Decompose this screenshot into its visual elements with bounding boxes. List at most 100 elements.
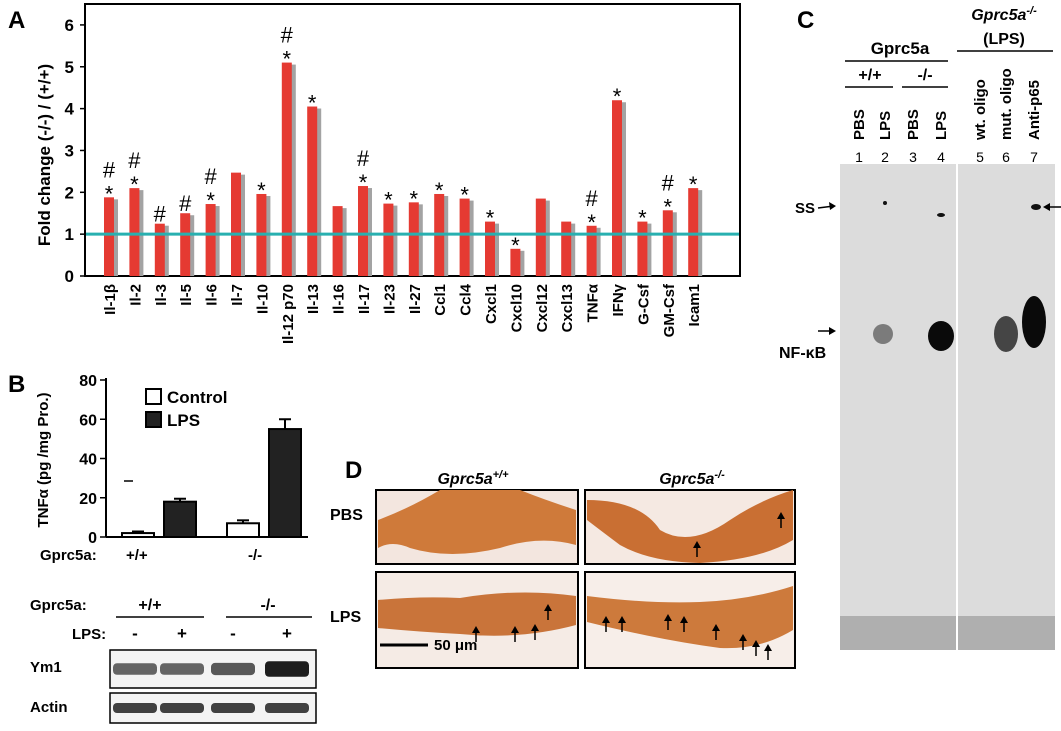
y-tick-label: 0 xyxy=(65,267,74,286)
significance-star: * xyxy=(613,84,622,109)
x-tick-label: Il-7 xyxy=(229,284,246,306)
epithelium-ko-lps xyxy=(587,586,793,649)
lane-label: LPS xyxy=(933,111,950,140)
bar xyxy=(612,100,622,276)
significance-hash: # xyxy=(103,157,116,182)
scale-bar-label: 50 μm xyxy=(434,637,477,654)
x-tick-label: Il-1β xyxy=(102,284,119,315)
panel-b-y-label: TNFα (pg /mg Pro.) xyxy=(35,392,52,527)
bar xyxy=(535,198,546,276)
panel-d: D Gprc5a+/+ Gprc5a-/- PBS LPS 50 μm xyxy=(330,457,796,669)
b-y-tick-label: 60 xyxy=(79,412,97,429)
significance-star: * xyxy=(206,188,215,213)
arrow-up-icon xyxy=(511,626,519,633)
y-tick-label: 2 xyxy=(65,183,74,202)
lane-number: 3 xyxy=(909,149,917,165)
x-tick-label: TNFα xyxy=(585,283,602,322)
x-tick-label: GM-Csf xyxy=(661,283,678,337)
arrow-up-icon xyxy=(544,604,552,611)
lane-label: PBS xyxy=(851,109,868,140)
significance-star: * xyxy=(105,181,114,206)
label-ss: SS xyxy=(795,200,815,217)
bar xyxy=(459,198,470,276)
panel-d-col-ko: Gprc5a-/- xyxy=(659,469,725,488)
x-tick-label: G-Csf xyxy=(635,283,652,325)
significance-hash: # xyxy=(357,146,370,171)
bar xyxy=(485,221,495,276)
x-tick-label: Il-13 xyxy=(305,284,322,314)
significance-hash: # xyxy=(128,148,141,173)
b-y-tick-label: 0 xyxy=(88,530,97,547)
panel-a-letter: A xyxy=(8,7,25,34)
y-tick-label: 5 xyxy=(65,58,74,77)
significance-hash: # xyxy=(204,164,217,189)
panel-d-col-wt: Gprc5a+/+ xyxy=(437,469,509,488)
panel-a-y-axis: 0 1 2 3 4 5 6 xyxy=(65,16,86,286)
bar xyxy=(383,203,394,276)
epithelium-wt-lps xyxy=(378,592,576,636)
lane-number: 4 xyxy=(937,149,945,165)
blot-band xyxy=(113,703,157,713)
arrow-up-icon xyxy=(531,624,539,631)
x-tick-label: Ccl4 xyxy=(458,283,475,315)
y-tick-label: 6 xyxy=(65,16,74,35)
panel-c: C Gprc5a +/+ -/- Gprc5a-/- (LPS) PBS 1 LPS… xyxy=(779,5,1061,650)
blot-gprc5a-label: Gprc5a: xyxy=(30,597,87,614)
gel-band-lane-4 xyxy=(928,321,954,351)
panel-c-letter: C xyxy=(797,7,814,34)
bar xyxy=(510,248,521,276)
blot-lps-label: LPS: xyxy=(72,626,106,643)
significance-star: * xyxy=(664,194,673,219)
blot-band xyxy=(160,663,204,675)
panel-c-genotype-ko: -/- xyxy=(917,67,932,84)
legend-lps-swatch xyxy=(145,411,162,428)
arrow-nfkb-icon xyxy=(829,327,836,335)
bar xyxy=(586,225,597,276)
blot-row-label-ym1: Ym1 xyxy=(30,659,62,676)
significance-star: * xyxy=(359,170,368,195)
x-tick-label: Il-2 xyxy=(127,284,144,306)
lane-number: 1 xyxy=(855,149,863,165)
legend-control-swatch xyxy=(145,388,162,405)
x-tick-label: Il-5 xyxy=(178,284,195,306)
x-tick-label: Cxcl12 xyxy=(534,284,551,332)
panel-c-lane-labels: PBS 1 LPS 2 PBS 3 LPS 4 wt. oligo 5 mut. oligo 6 Ant… xyxy=(851,68,1043,165)
arrow-up-icon xyxy=(752,640,760,647)
gel-ss-band-lane-4 xyxy=(937,213,945,217)
bar xyxy=(561,221,572,276)
blot-lps-lane-2: + xyxy=(177,624,187,643)
gel xyxy=(840,164,1055,650)
b-y-tick-label: 80 xyxy=(79,373,97,390)
bar-lps xyxy=(268,428,302,538)
panel-d-row-lps: LPS xyxy=(330,609,361,626)
y-tick-label: 4 xyxy=(65,100,75,119)
panel-b-group-wt: +/+ xyxy=(126,547,148,564)
bar-control xyxy=(226,522,260,539)
significance-star: * xyxy=(257,178,266,203)
panel-b-letter: B xyxy=(8,371,25,398)
significance-star: * xyxy=(689,172,698,197)
bar xyxy=(637,221,648,276)
b-y-tick-label: 20 xyxy=(79,491,97,508)
significance-hash: # xyxy=(179,191,192,216)
blot-lps-lane-3: - xyxy=(230,624,236,643)
gel-ss-dot-lane-2 xyxy=(883,201,887,205)
arrow-up-icon xyxy=(712,624,720,631)
bar xyxy=(307,106,318,277)
panel-b-group-prefix: Gprc5a: xyxy=(40,547,97,564)
epithelium-ko-pbs xyxy=(587,490,793,563)
significance-star: * xyxy=(283,47,292,72)
arrow-ss-right-icon xyxy=(1043,203,1050,211)
bar xyxy=(358,186,368,276)
lane-label: Anti-p65 xyxy=(1026,80,1043,140)
arrow-up-icon xyxy=(472,626,480,633)
arrow-up-icon xyxy=(693,541,701,548)
significance-star: * xyxy=(587,210,596,235)
panel-a-x-labels: Il-1β Il-2 Il-3 Il-5 Il-6 Il-7 Il-10 Il-12 p70 I… xyxy=(102,283,703,344)
x-tick-label: Cxcl1 xyxy=(483,284,500,324)
significance-star: * xyxy=(511,233,520,258)
x-tick-label: Il-23 xyxy=(381,284,398,314)
significance-hash: # xyxy=(154,202,167,227)
bar xyxy=(281,62,292,277)
x-tick-label: Il-17 xyxy=(356,284,373,314)
